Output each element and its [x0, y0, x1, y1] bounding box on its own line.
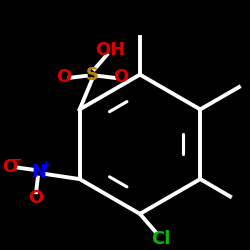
- Text: O: O: [113, 68, 128, 86]
- Text: O: O: [2, 158, 18, 176]
- Text: O: O: [28, 189, 44, 207]
- Text: −: −: [10, 153, 22, 167]
- Text: OH: OH: [96, 41, 126, 59]
- Text: N: N: [31, 162, 46, 180]
- Text: O: O: [56, 68, 71, 86]
- Text: Cl: Cl: [151, 230, 171, 248]
- Text: S: S: [86, 66, 98, 84]
- Text: +: +: [41, 159, 51, 172]
